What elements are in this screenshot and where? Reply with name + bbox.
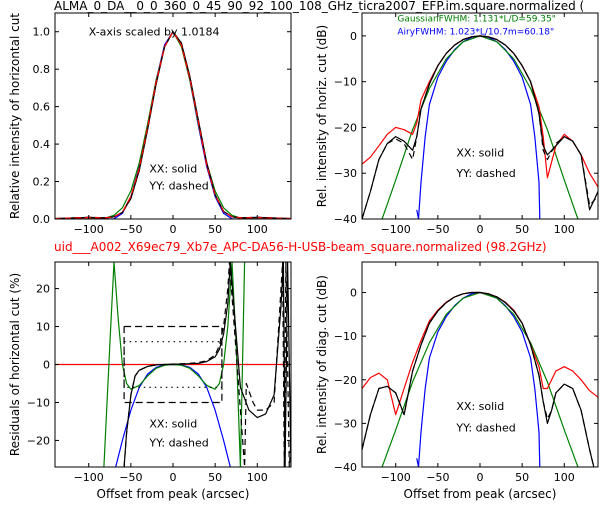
y-tick-label-tl-5: 1.0 — [33, 26, 51, 39]
x-tick-label-tl-2: 0 — [170, 223, 177, 236]
series-line-br-0 — [416, 291, 541, 467]
x-tick-label-tl-0: −100 — [74, 223, 104, 236]
series-line-tl-5 — [55, 31, 291, 219]
series-line-br-1 — [381, 291, 579, 467]
figure-title-mid: uid___A002_X69ec79_Xb7e_APC-DA56-H-USB-b… — [54, 240, 547, 254]
annotation-br-1: YY: dashed — [455, 422, 515, 435]
x-tick-label-tr-3: 50 — [515, 223, 529, 236]
y-tick-label-tl-1: 0.2 — [33, 176, 51, 189]
x-axis-label-br: Offset from peak (arcsec) — [404, 487, 557, 501]
y-tick-label-br-3: −30 — [334, 417, 357, 430]
y-tick-label-bl-3: −10 — [27, 396, 50, 409]
x-tick-label-tr-4: 100 — [554, 223, 575, 236]
series-line-bl-6 — [123, 341, 223, 388]
series-line-br-4 — [362, 291, 595, 467]
annotation-bl-1: YY: dashed — [148, 436, 208, 449]
y-tick-label-tr-2: −20 — [334, 121, 357, 134]
y-tick-label-br-4: −40 — [334, 461, 357, 474]
y-tick-label-tl-3: 0.6 — [33, 101, 51, 114]
series-group-br — [362, 291, 598, 467]
y-tick-label-bl-0: 20 — [36, 283, 50, 296]
y-tick-label-br-2: −20 — [334, 374, 357, 387]
y-tick-label-tr-4: −40 — [334, 213, 357, 226]
figure-title-top: ALMA_0_DA__0_0_360_0_45_90_92_100_108_GH… — [54, 0, 584, 13]
plot-frame-tr — [361, 12, 599, 220]
panel-tr: −100 −50 0 50 100 0 −10 −20 −30 −40 Rel. intensity… — [315, 12, 599, 236]
x-tick-label-bl-1: −50 — [119, 471, 142, 484]
series-line-bl-2 — [103, 262, 246, 467]
y-tick-label-tr-1: −10 — [334, 76, 357, 89]
y-tick-label-tl-0: 0.0 — [33, 213, 51, 226]
annotation-tr-1: YY: dashed — [455, 167, 515, 180]
x-tick-label-bl-4: 100 — [247, 471, 268, 484]
x-tick-label-tl-3: 50 — [208, 223, 222, 236]
y-axis-label-tl: Relative intensity of horizontal cut — [8, 13, 22, 219]
annotation-tl-2: YY: dashed — [148, 179, 208, 192]
x-tick-label-br-3: 50 — [515, 471, 529, 484]
annotation-tl-1: XX: solid — [149, 162, 197, 175]
y-tick-label-tr-3: −30 — [334, 167, 357, 180]
y-tick-label-bl-4: −20 — [27, 434, 50, 447]
x-tick-label-bl-3: 50 — [208, 471, 222, 484]
x-axis-label-bl: Offset from peak (arcsec) — [97, 487, 250, 501]
panel-tl: −100 −50 0 50 100 0.0 0.2 0.4 0.6 0.8 1.0 Relative … — [8, 12, 292, 236]
x-tick-label-br-1: −50 — [426, 471, 449, 484]
x-tick-label-br-2: 0 — [477, 471, 484, 484]
x-tick-label-tl-4: 100 — [247, 223, 268, 236]
x-tick-label-br-0: −100 — [381, 471, 411, 484]
x-tick-label-tr-2: 0 — [477, 223, 484, 236]
legend-text-tr-0: GaussianFWHM: 1.131*L/D=59.35" — [397, 14, 555, 24]
panels: −100 −50 0 50 1000.00.20.40.60.81.0Relative … — [8, 12, 599, 501]
y-tick-label-bl-2: 0 — [43, 359, 50, 372]
y-tick-label-bl-1: 10 — [36, 321, 50, 334]
y-axis-label-br: Rel. intensity of diag. cut (dB) — [315, 275, 329, 454]
series-group-bl — [55, 262, 291, 467]
y-axis-label-bl: Residuals of horizontal cut (%) — [8, 273, 22, 456]
series-group-tl — [55, 31, 291, 219]
series-line-br-3 — [362, 291, 595, 467]
annotation-tr-0: XX: solid — [456, 147, 504, 160]
y-tick-label-br-0: 0 — [350, 287, 357, 300]
x-tick-label-bl-0: −100 — [74, 471, 104, 484]
series-line-tr-0 — [416, 35, 541, 219]
x-tick-label-tl-1: −50 — [119, 223, 142, 236]
annotation-br-0: XX: solid — [456, 400, 504, 413]
y-tick-label-tl-2: 0.4 — [33, 138, 51, 151]
x-tick-label-br-4: 100 — [554, 471, 575, 484]
x-tick-label-tr-0: −100 — [381, 223, 411, 236]
y-axis-label-tr: Rel. intensity of horiz. cut (dB) — [315, 25, 329, 207]
series-group-tr — [362, 35, 598, 219]
annotation-bl-0: XX: solid — [149, 417, 197, 430]
annotation-tl-0: X-axis scaled by 1.0184 — [89, 26, 220, 39]
panel-br: −100 −50 0 50 100 0 −10 −20 −30 −40 Rel. intensity… — [315, 261, 599, 501]
series-line-tr-2 — [362, 35, 598, 188]
y-tick-label-tr-0: 0 — [350, 30, 357, 43]
series-line-bl-1 — [115, 363, 231, 467]
x-tick-label-tr-1: −50 — [426, 223, 449, 236]
series-line-bl-4 — [123, 262, 291, 467]
x-tick-label-bl-2: 0 — [170, 471, 177, 484]
series-line-tr-3 — [362, 35, 598, 219]
legend-text-tr-1: AiryFWHM: 1.023*L/10.7m=60.18" — [397, 27, 554, 37]
y-tick-label-br-1: −10 — [334, 330, 357, 343]
y-tick-label-tl-4: 0.8 — [33, 63, 51, 76]
